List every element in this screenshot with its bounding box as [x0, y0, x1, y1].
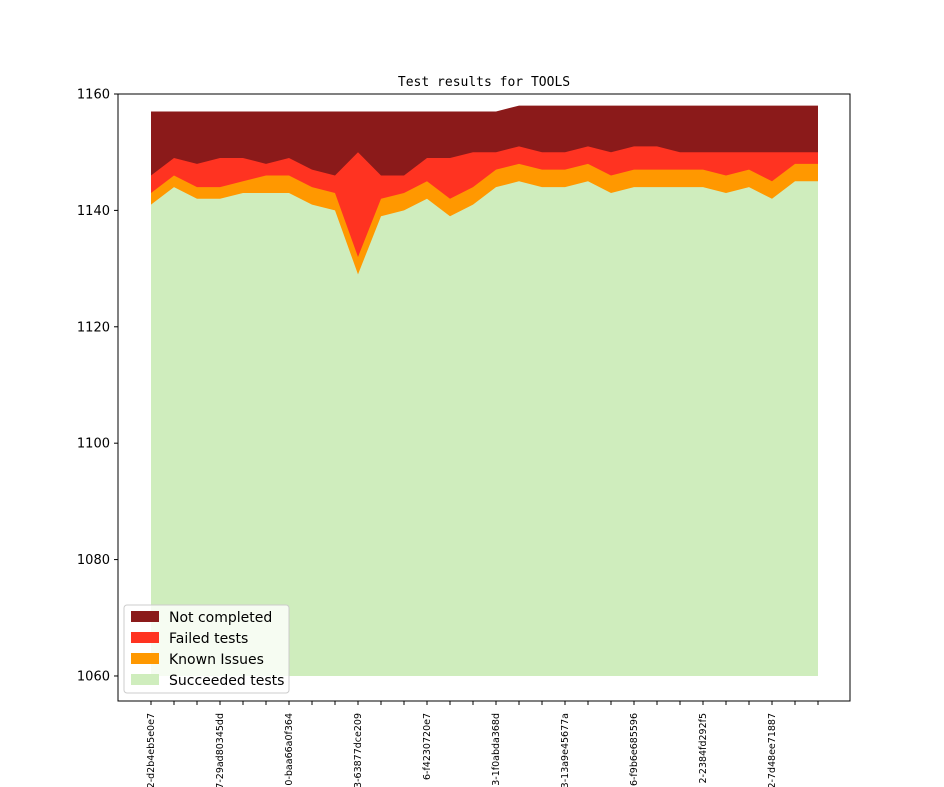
legend-label: Succeeded tests — [169, 673, 284, 689]
plot-frame — [117, 93, 851, 702]
chart-title: Test results for TOOLS — [398, 75, 570, 90]
x-tick-label: 2-d2b4eb5e0e7 — [146, 713, 157, 787]
area-succeeded-tests — [151, 181, 818, 676]
x-tick-label: 2-2384fd292f5 — [698, 713, 709, 784]
legend-label: Failed tests — [169, 631, 248, 647]
x-tick-label: 2-7d48ee71887 — [767, 713, 778, 787]
legend-swatch — [131, 611, 159, 622]
y-tick-label: 1160 — [77, 88, 110, 103]
x-tick-label: 6-f4230720e7 — [422, 713, 433, 780]
y-tick-label: 1080 — [77, 553, 110, 568]
legend-swatch — [131, 674, 159, 685]
legend: Not completed Failed tests Known Issues Suc… — [123, 604, 290, 694]
legend-label: Not completed — [169, 610, 272, 626]
y-axis: 1060 1080 1100 1120 1140 1160 — [77, 88, 118, 684]
legend-label: Known Issues — [169, 652, 264, 668]
x-tick-label: 3-1f0abda368d — [491, 713, 502, 786]
legend-box — [123, 604, 290, 694]
y-tick-label: 1140 — [77, 204, 110, 219]
y-tick-label: 1120 — [77, 320, 110, 335]
x-tick-label: 0-baa66a0f364 — [284, 713, 295, 786]
x-tick-label: 6-f9b6e685596 — [629, 713, 640, 786]
x-tick-label: 3-63877dce209 — [353, 713, 364, 787]
y-tick-label: 1100 — [77, 437, 110, 452]
x-tick-label: 3-13a9e45677a — [560, 713, 571, 787]
y-tick-label: 1060 — [77, 669, 110, 684]
area-series-group — [151, 105, 818, 676]
legend-swatch — [131, 632, 159, 643]
legend-swatch — [131, 653, 159, 664]
x-tick-label: 7-29ad80345dd — [215, 713, 226, 787]
x-axis: 2-d2b4eb5e0e7 7-29ad80345dd 0-baa66a0f364 3… — [146, 701, 819, 787]
